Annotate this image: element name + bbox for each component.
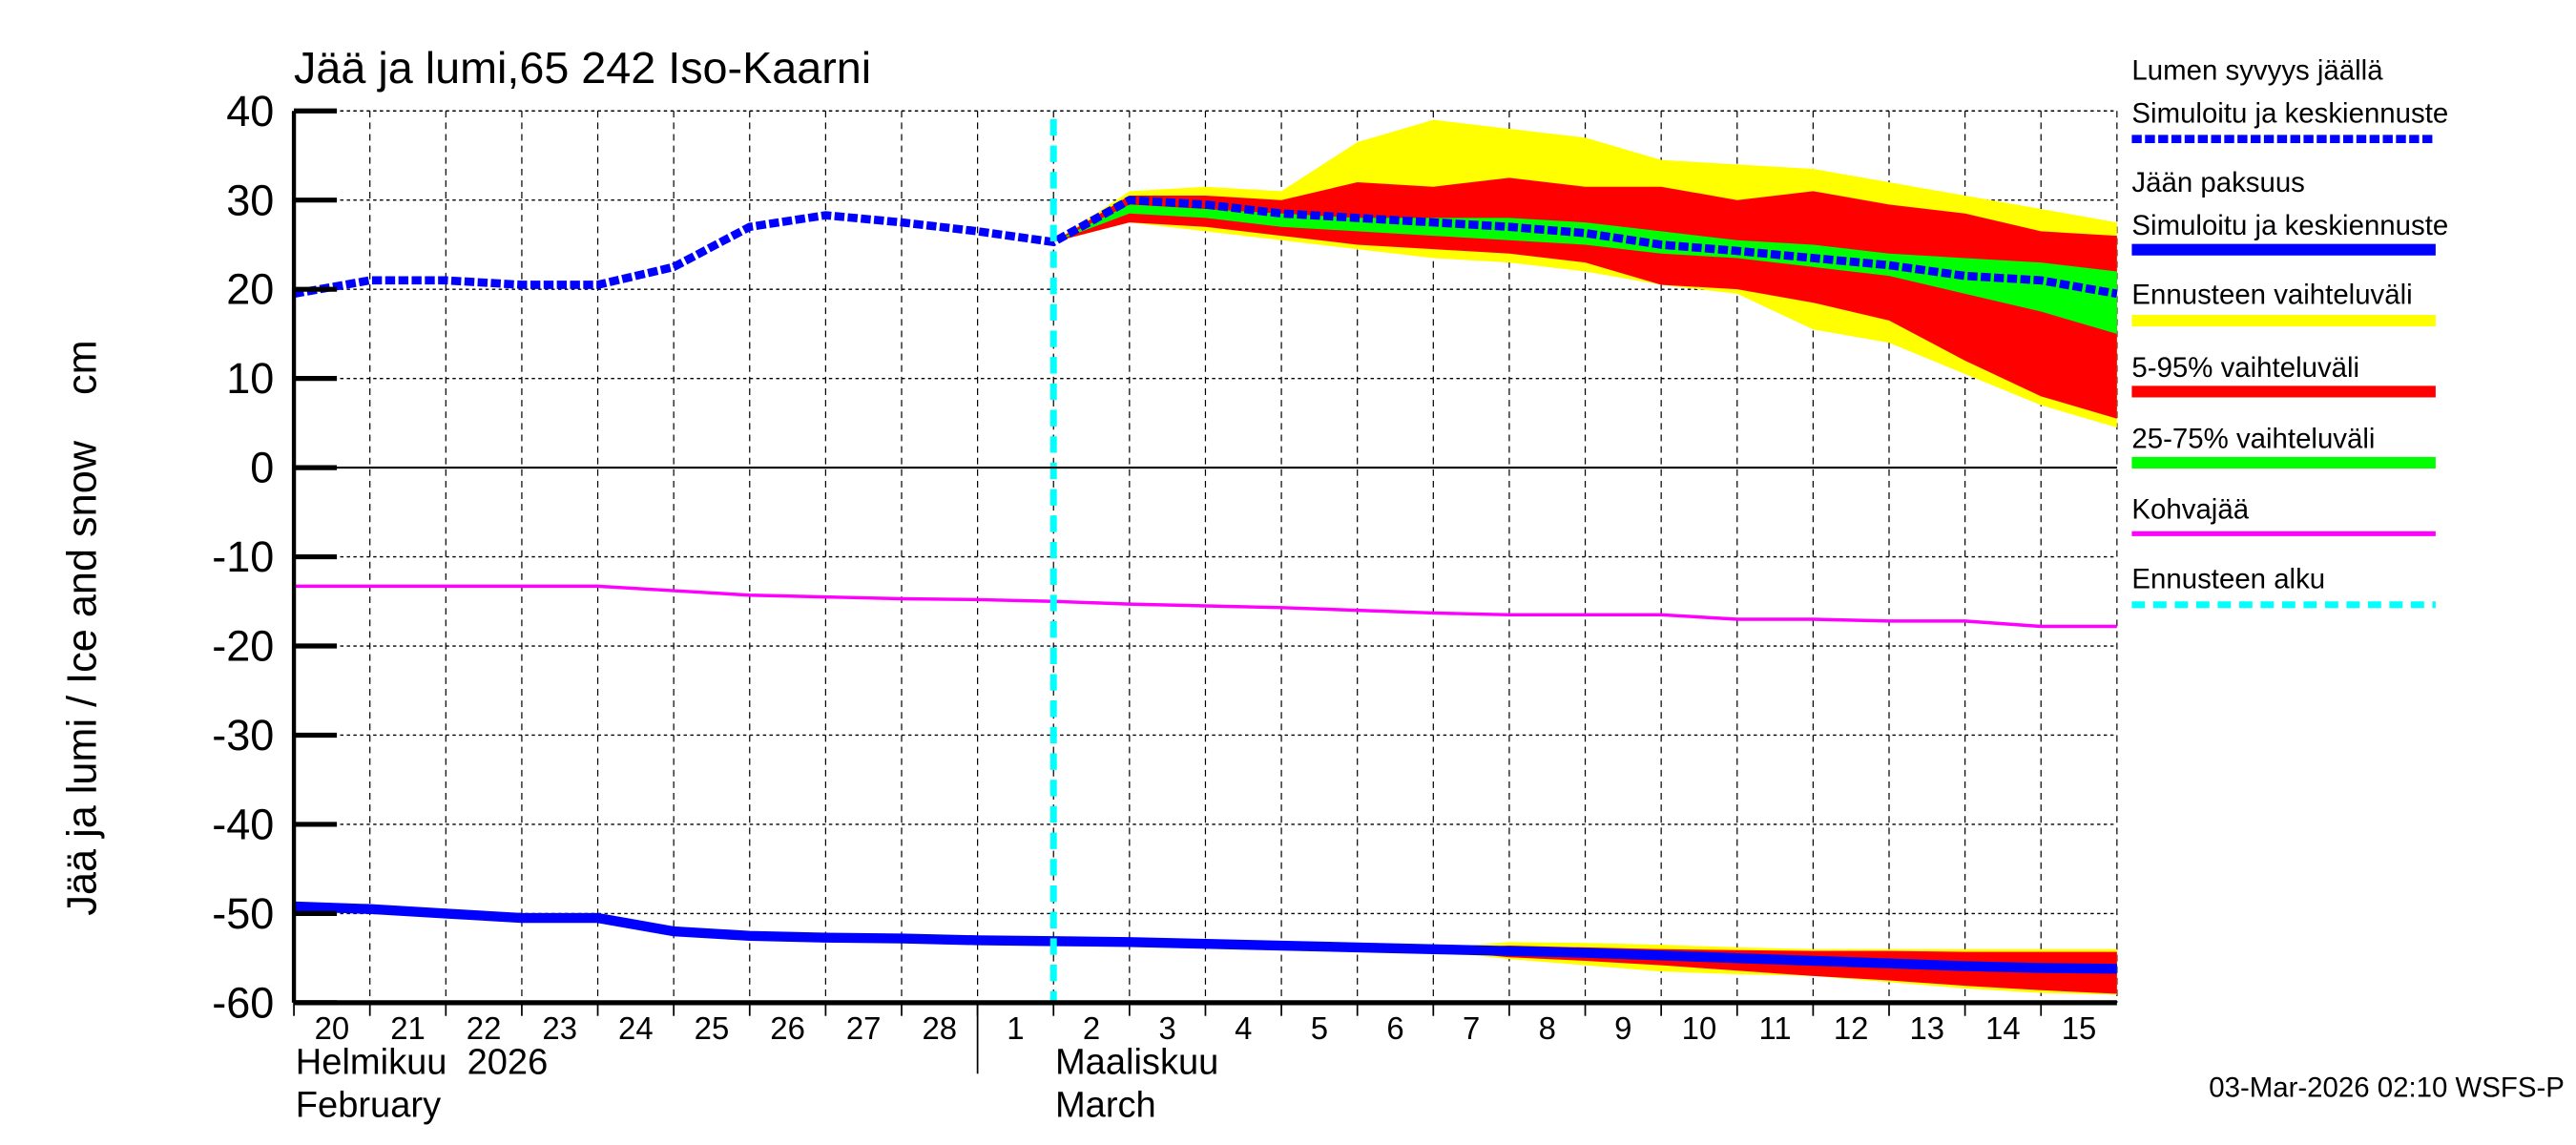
legend-snow-title: Lumen syvyys jäällä xyxy=(2131,54,2383,86)
y-tick-label: -10 xyxy=(212,532,274,581)
y-tick-label: 30 xyxy=(226,176,274,224)
y-tick-label: -50 xyxy=(212,889,274,938)
x-tick-label: 28 xyxy=(923,1010,958,1046)
y-tick-label: -60 xyxy=(212,978,274,1027)
legend-ice-series: Simuloitu ja keskiennuste xyxy=(2131,210,2448,241)
month-label-feb-en: February xyxy=(296,1085,441,1125)
y-tick-label: -30 xyxy=(212,711,274,760)
y-tick-label: 0 xyxy=(250,444,274,492)
x-tick-label: 21 xyxy=(390,1010,426,1046)
y-axis-label: Jää ja lumi / Ice and snow cm xyxy=(59,340,105,915)
x-tick-label: 14 xyxy=(1985,1010,2021,1046)
legend: Lumen syvyys jäällä Simuloitu ja keskien… xyxy=(2131,54,2448,609)
legend-slush: Kohvajää xyxy=(2131,494,2249,526)
legend-ice-title: Jään paksuus xyxy=(2131,167,2304,198)
ice-thickness-line xyxy=(293,901,2117,974)
x-tick-label: 8 xyxy=(1539,1010,1556,1046)
x-tick-label: 20 xyxy=(315,1010,350,1046)
footer-timestamp: 03-Mar-2026 02:10 WSFS-P xyxy=(2209,1072,2565,1104)
x-tick-label: 27 xyxy=(846,1010,882,1046)
series-lines xyxy=(293,118,2118,1003)
x-tick-label: 25 xyxy=(695,1010,730,1046)
legend-forecast-start: Ennusteen alku xyxy=(2131,563,2325,594)
y-tick-label: -20 xyxy=(212,622,274,671)
x-tick-label: 1 xyxy=(1007,1010,1024,1046)
slush-ice-line xyxy=(294,584,2117,629)
snow-depth-line xyxy=(293,196,2118,299)
x-tick-label: 3 xyxy=(1159,1010,1176,1046)
y-tick-label: 10 xyxy=(226,354,274,403)
x-tick-label: 15 xyxy=(2062,1010,2097,1046)
x-tick-label: 9 xyxy=(1614,1010,1631,1046)
x-tick-label: 7 xyxy=(1463,1010,1480,1046)
x-tick-label: 23 xyxy=(542,1010,577,1046)
legend-p5-95: 5-95% vaihteluväli xyxy=(2131,352,2359,384)
x-tick-label: 13 xyxy=(1910,1010,1945,1046)
x-tick-label: 22 xyxy=(467,1010,502,1046)
x-tick-label: 10 xyxy=(1682,1010,1717,1046)
month-label-mar-en: March xyxy=(1055,1085,1156,1125)
snow-5-95-band xyxy=(1053,177,2117,419)
x-tick-label: 6 xyxy=(1386,1010,1403,1046)
legend-snow-series: Simuloitu ja keskiennuste xyxy=(2131,97,2448,129)
y-tick-label: 20 xyxy=(226,265,274,314)
legend-p25-75: 25-75% vaihteluväli xyxy=(2131,423,2375,454)
x-tick-label: 12 xyxy=(1834,1010,1869,1046)
x-tick-label: 5 xyxy=(1311,1010,1328,1046)
y-tick-label: 40 xyxy=(226,87,274,135)
ice-5-95-band xyxy=(1053,941,2117,994)
y-tick-label: -40 xyxy=(212,801,274,849)
x-tick-label: 4 xyxy=(1235,1010,1252,1046)
x-tick-label: 2 xyxy=(1083,1010,1100,1046)
chart-title: Jää ja lumi,65 242 Iso-Kaarni xyxy=(294,43,871,93)
x-tick-label: 11 xyxy=(1759,1010,1792,1046)
x-tick-label: 24 xyxy=(618,1010,654,1046)
month-label-feb-fi: Helmikuu 2026 xyxy=(296,1042,548,1082)
month-label-mar-fi: Maaliskuu xyxy=(1055,1042,1218,1082)
legend-range: Ennusteen vaihteluväli xyxy=(2131,280,2412,311)
x-tick-label: 26 xyxy=(770,1010,805,1046)
